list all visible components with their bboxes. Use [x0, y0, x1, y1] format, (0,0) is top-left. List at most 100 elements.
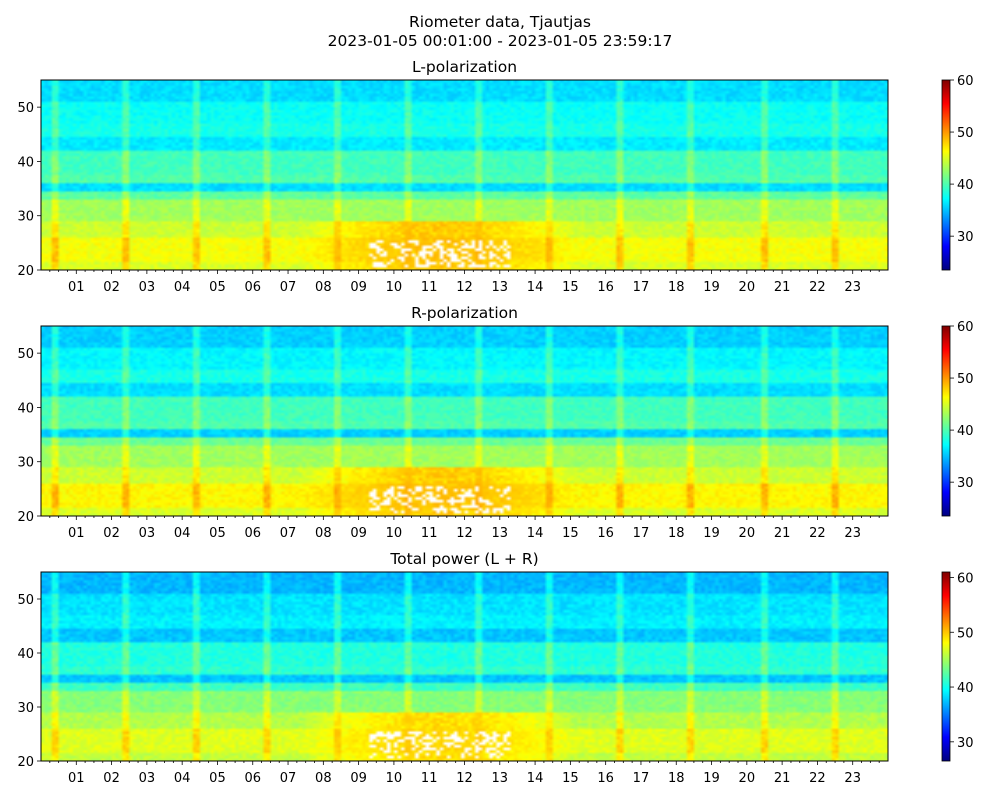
x-tick-label: 20 [739, 280, 756, 295]
x-tick-label: 04 [174, 771, 191, 786]
colorbar-tick-label: 40 [957, 681, 974, 696]
x-tick-label: 04 [174, 526, 191, 541]
x-tick-label: 01 [68, 280, 85, 295]
x-tick-label: 19 [703, 526, 720, 541]
heatmap-image [41, 326, 888, 516]
x-tick-label: 14 [527, 526, 544, 541]
x-tick-label: 13 [492, 771, 509, 786]
y-tick-label: 50 [17, 347, 34, 362]
x-tick-label: 17 [633, 771, 650, 786]
x-tick-label: 07 [280, 771, 297, 786]
x-tick-label: 02 [103, 526, 120, 541]
x-tick-label: 20 [739, 771, 756, 786]
x-tick-label: 02 [103, 771, 120, 786]
x-tick-label: 18 [668, 280, 685, 295]
x-tick-label: 16 [597, 280, 614, 295]
colorbar-tick-label: 30 [957, 476, 974, 491]
y-tick-label: 40 [17, 155, 34, 170]
x-tick-label: 11 [421, 771, 438, 786]
x-tick-label: 09 [350, 771, 367, 786]
colorbar-tick-label: 60 [957, 571, 974, 586]
y-tick-label: 20 [17, 755, 34, 770]
x-tick-label: 22 [809, 526, 826, 541]
x-tick-label: 07 [280, 280, 297, 295]
x-tick-label: 06 [244, 526, 261, 541]
colorbar-tick-label: 50 [957, 626, 974, 641]
x-tick-label: 21 [774, 280, 791, 295]
x-tick-label: 16 [597, 526, 614, 541]
x-tick-label: 17 [633, 526, 650, 541]
y-tick-label: 30 [17, 456, 34, 471]
x-tick-label: 11 [421, 280, 438, 295]
x-tick-label: 21 [774, 526, 791, 541]
x-tick-label: 06 [244, 280, 261, 295]
colorbar [941, 79, 951, 271]
x-tick-label: 05 [209, 526, 226, 541]
x-tick-label: 10 [386, 771, 403, 786]
panel-title: R-polarization [411, 304, 518, 322]
panel-total-power: Total power (L + R) 01 02 03 04 05 06 07 08 09 10 1… [17, 550, 973, 786]
colorbar-tick-label: 30 [957, 736, 974, 751]
x-tick-label: 15 [562, 526, 579, 541]
x-tick-label: 19 [703, 771, 720, 786]
x-tick-label: 12 [456, 771, 473, 786]
x-tick-label: 07 [280, 526, 297, 541]
colorbar-tick-label: 30 [957, 230, 974, 245]
y-tick-label: 20 [17, 264, 34, 279]
x-tick-label: 20 [739, 526, 756, 541]
x-tick-label: 08 [315, 526, 332, 541]
x-tick-label: 11 [421, 526, 438, 541]
x-tick-label: 23 [844, 771, 861, 786]
colorbar-tick-label: 60 [957, 320, 974, 335]
x-tick-label: 03 [139, 280, 156, 295]
colorbar [941, 325, 951, 517]
suptitle-line1: Riometer data, Tjautjas [409, 13, 591, 31]
x-tick-label: 04 [174, 280, 191, 295]
y-tick-label: 50 [17, 593, 34, 608]
y-tick-label: 40 [17, 401, 34, 416]
x-tick-label: 17 [633, 280, 650, 295]
colorbar-tick-label: 50 [957, 372, 974, 387]
x-tick-label: 01 [68, 526, 85, 541]
y-tick-label: 30 [17, 701, 34, 716]
x-tick-label: 13 [492, 526, 509, 541]
x-tick-label: 14 [527, 280, 544, 295]
x-tick-label: 15 [562, 771, 579, 786]
y-tick-label: 30 [17, 210, 34, 225]
colorbar-tick-label: 40 [957, 178, 974, 193]
panel-title: L-polarization [412, 58, 517, 76]
x-tick-label: 18 [668, 771, 685, 786]
y-tick-label: 50 [17, 101, 34, 116]
suptitle-line2: 2023-01-05 00:01:00 - 2023-01-05 23:59:1… [328, 32, 673, 50]
x-tick-label: 12 [456, 280, 473, 295]
x-tick-label: 23 [844, 526, 861, 541]
heatmap-image [41, 80, 888, 270]
x-tick-label: 18 [668, 526, 685, 541]
x-tick-label: 09 [350, 526, 367, 541]
x-tick-label: 09 [350, 280, 367, 295]
x-tick-label: 19 [703, 280, 720, 295]
panel-r-polarization: R-polarization 01 02 03 04 05 06 07 08 09 10 11 12 13… [17, 304, 973, 541]
x-tick-label: 02 [103, 280, 120, 295]
colorbar-tick-label: 40 [957, 424, 974, 439]
x-tick-label: 22 [809, 280, 826, 295]
x-tick-label: 16 [597, 771, 614, 786]
panel-l-polarization: L-polarization 01 02 03 04 05 06 07 08 09 10 11 12 13… [17, 58, 973, 295]
colorbar-tick-label: 50 [957, 126, 974, 141]
x-tick-label: 08 [315, 280, 332, 295]
x-tick-label: 08 [315, 771, 332, 786]
x-tick-label: 05 [209, 771, 226, 786]
y-tick-label: 40 [17, 647, 34, 662]
x-tick-label: 15 [562, 280, 579, 295]
x-tick-label: 03 [139, 771, 156, 786]
x-tick-label: 01 [68, 771, 85, 786]
y-tick-label: 20 [17, 510, 34, 525]
x-tick-label: 21 [774, 771, 791, 786]
x-tick-label: 13 [492, 280, 509, 295]
x-tick-label: 14 [527, 771, 544, 786]
x-tick-label: 06 [244, 771, 261, 786]
x-tick-label: 03 [139, 526, 156, 541]
heatmap-image [41, 572, 888, 761]
x-tick-label: 10 [386, 526, 403, 541]
